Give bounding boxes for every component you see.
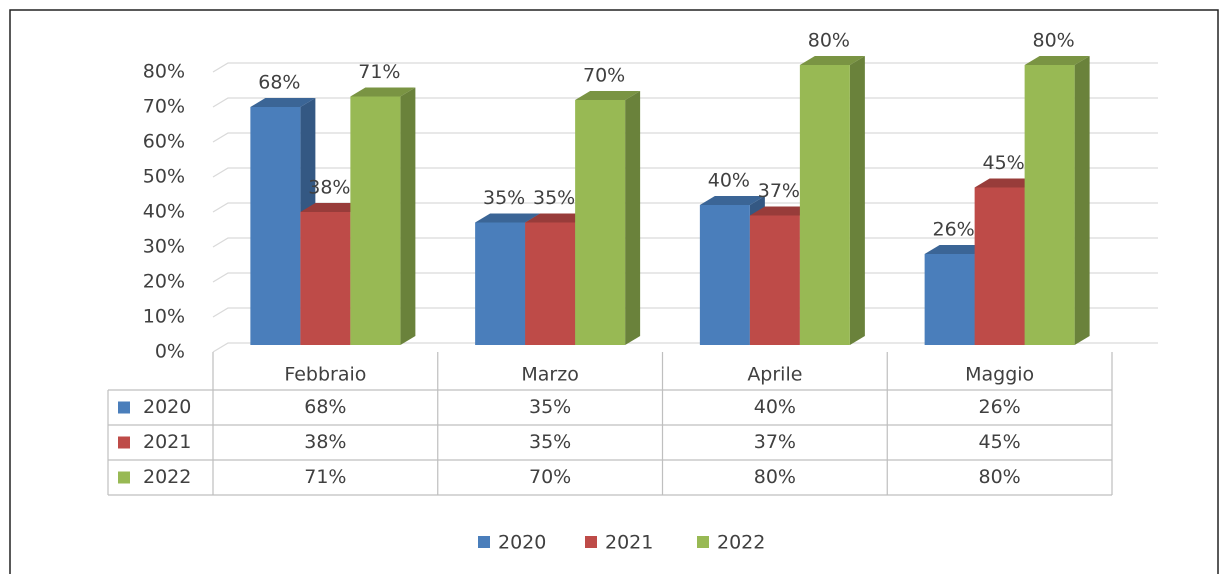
table-cell: 70% bbox=[529, 466, 571, 488]
data-label: 37% bbox=[758, 180, 800, 202]
data-label: 35% bbox=[483, 187, 525, 209]
bar bbox=[575, 91, 641, 345]
table-legend-key bbox=[118, 436, 130, 449]
legend-label: 2021 bbox=[605, 532, 653, 554]
bar-front bbox=[300, 212, 351, 345]
table-cell: 80% bbox=[754, 466, 796, 488]
table-legend-key bbox=[118, 471, 130, 484]
data-label: 68% bbox=[258, 72, 300, 94]
bar-front bbox=[1024, 65, 1075, 345]
bar-side bbox=[849, 56, 865, 345]
table-series-name: 2020 bbox=[143, 396, 191, 418]
bar bbox=[799, 56, 865, 345]
bar-side bbox=[625, 91, 641, 345]
data-label: 40% bbox=[708, 170, 750, 192]
x-tick-label: Febbraio bbox=[284, 364, 366, 386]
y-tick-label: 0% bbox=[155, 341, 185, 363]
legend-label: 2022 bbox=[717, 532, 765, 554]
bar-front bbox=[799, 65, 850, 345]
y-tick-label: 20% bbox=[143, 271, 185, 293]
bar-side bbox=[400, 87, 416, 345]
bar-front bbox=[575, 100, 626, 345]
data-label: 45% bbox=[983, 152, 1025, 174]
table-cell: 68% bbox=[304, 396, 346, 418]
y-tick-label: 10% bbox=[143, 306, 185, 328]
y-tick-label: 50% bbox=[143, 166, 185, 188]
bar-top bbox=[924, 245, 990, 254]
bar-front bbox=[974, 187, 1025, 345]
table-cell: 80% bbox=[979, 466, 1021, 488]
bar-front bbox=[525, 222, 576, 345]
bar-top bbox=[300, 203, 366, 212]
bar-top bbox=[699, 196, 765, 205]
data-label: 70% bbox=[583, 65, 625, 87]
bar-top bbox=[475, 213, 541, 223]
data-label: 80% bbox=[1033, 30, 1075, 52]
data-label: 26% bbox=[933, 219, 975, 241]
bar-side bbox=[1074, 56, 1090, 345]
bar-front bbox=[475, 222, 526, 345]
bar bbox=[350, 87, 416, 345]
table-cell: 38% bbox=[304, 431, 346, 453]
y-tick-label: 60% bbox=[143, 131, 185, 153]
bar-top bbox=[1024, 56, 1090, 65]
bar-top bbox=[525, 213, 591, 223]
bar-front bbox=[749, 215, 800, 345]
y-tick-label: 70% bbox=[143, 96, 185, 118]
bar-top bbox=[974, 178, 1040, 188]
legend-key bbox=[585, 536, 597, 548]
bar-top bbox=[350, 87, 416, 97]
bar-front bbox=[699, 205, 750, 345]
table-series-name: 2021 bbox=[143, 431, 191, 453]
data-label: 71% bbox=[358, 61, 400, 83]
bar-front bbox=[924, 254, 975, 345]
table-cell: 71% bbox=[304, 466, 346, 488]
table-cell: 40% bbox=[754, 396, 796, 418]
bar-top bbox=[575, 91, 641, 100]
y-tick-label: 30% bbox=[143, 236, 185, 258]
legend-label: 2020 bbox=[498, 532, 546, 554]
table-cell: 37% bbox=[754, 431, 796, 453]
y-tick-label: 40% bbox=[143, 201, 185, 223]
table-cell: 35% bbox=[529, 431, 571, 453]
data-label: 35% bbox=[533, 187, 575, 209]
table-cell: 26% bbox=[979, 396, 1021, 418]
legend-key bbox=[478, 536, 490, 548]
legend-key bbox=[697, 536, 709, 548]
y-tick-label: 80% bbox=[143, 61, 185, 83]
table-series-name: 2022 bbox=[143, 466, 191, 488]
table-legend-key bbox=[118, 401, 130, 414]
table-cell: 35% bbox=[529, 396, 571, 418]
bar-front bbox=[250, 107, 301, 345]
data-label: 38% bbox=[308, 177, 350, 199]
bar-top bbox=[250, 98, 316, 107]
bar-top bbox=[749, 206, 815, 216]
data-label: 80% bbox=[808, 30, 850, 52]
bar-top bbox=[799, 56, 865, 65]
table-cell: 45% bbox=[979, 431, 1021, 453]
x-tick-label: Marzo bbox=[521, 364, 578, 386]
bar-front bbox=[350, 96, 401, 345]
bar bbox=[1024, 56, 1090, 345]
x-tick-label: Maggio bbox=[965, 364, 1034, 386]
x-tick-label: Aprile bbox=[747, 364, 802, 386]
